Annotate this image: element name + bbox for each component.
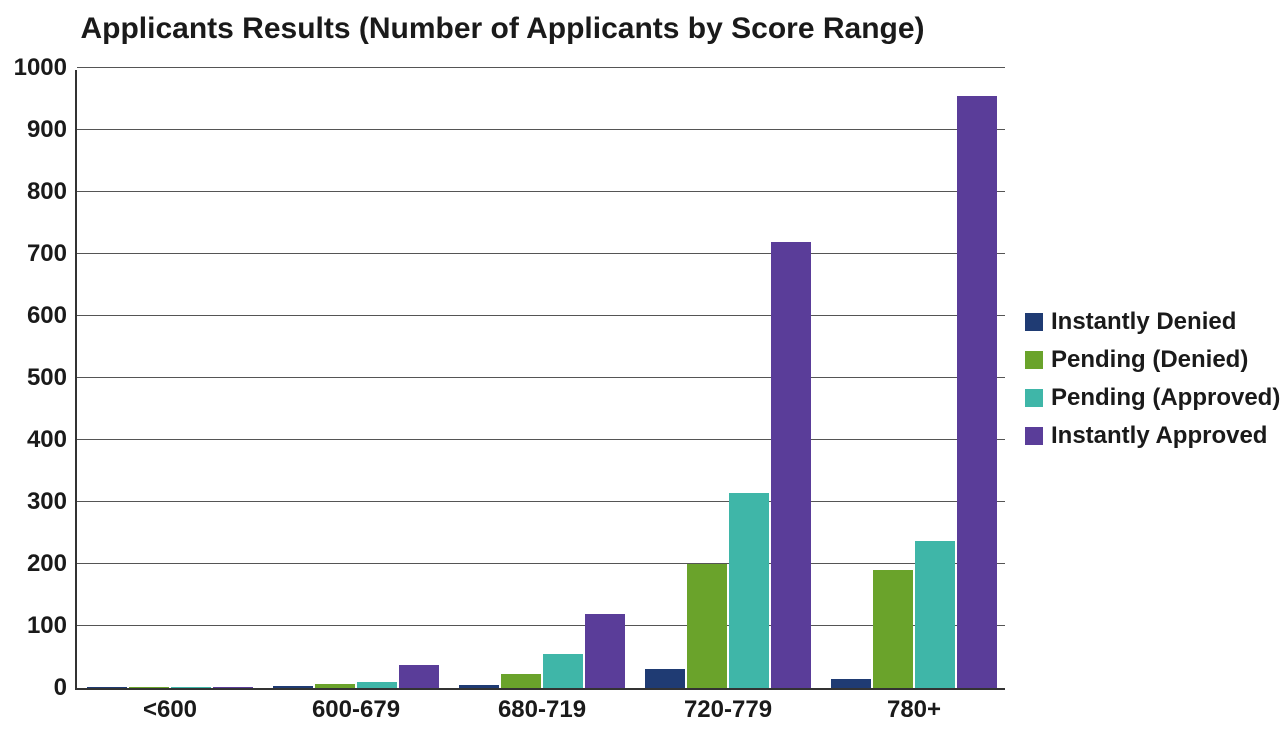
- gridline: [77, 191, 1005, 192]
- ytick-label: 500: [27, 364, 77, 392]
- ytick-label: 900: [27, 116, 77, 144]
- gridline: [77, 253, 1005, 254]
- applicants-chart: Applicants Results (Number of Applicants…: [0, 0, 1282, 745]
- legend-label: Pending (Denied): [1051, 346, 1248, 374]
- ytick-label: 1000: [14, 54, 77, 82]
- bar: [273, 686, 313, 688]
- legend-swatch: [1025, 389, 1043, 407]
- legend-item: Pending (Approved): [1025, 384, 1280, 412]
- legend-item: Instantly Approved: [1025, 422, 1280, 450]
- gridline: [77, 67, 1005, 68]
- gridline: [77, 501, 1005, 502]
- ytick-label: 0: [54, 674, 77, 702]
- bar: [873, 570, 913, 688]
- legend-item: Instantly Denied: [1025, 308, 1280, 336]
- xtick-label: 780+: [887, 688, 941, 724]
- bar: [87, 687, 127, 688]
- bar: [957, 96, 997, 688]
- gridline: [77, 563, 1005, 564]
- legend: Instantly Denied Pending (Denied) Pending …: [1025, 308, 1280, 460]
- bar: [585, 614, 625, 688]
- ytick-label: 700: [27, 240, 77, 268]
- ytick-label: 800: [27, 178, 77, 206]
- xtick-label: 600-679: [312, 688, 400, 724]
- legend-label: Pending (Approved): [1051, 384, 1280, 412]
- xtick-label: 720-779: [684, 688, 772, 724]
- bar: [645, 669, 685, 688]
- ytick-label: 200: [27, 550, 77, 578]
- bar: [771, 242, 811, 688]
- legend-item: Pending (Denied): [1025, 346, 1280, 374]
- bar: [501, 674, 541, 688]
- legend-swatch: [1025, 313, 1043, 331]
- ytick-label: 100: [27, 612, 77, 640]
- bar: [729, 493, 769, 688]
- legend-label: Instantly Approved: [1051, 422, 1267, 450]
- legend-label: Instantly Denied: [1051, 308, 1236, 336]
- bar: [129, 687, 169, 688]
- plot-area: 01002003004005006007008009001000<600600-…: [75, 70, 1005, 690]
- bar: [357, 682, 397, 688]
- ytick-label: 600: [27, 302, 77, 330]
- bar: [213, 687, 253, 688]
- gridline: [77, 625, 1005, 626]
- bar: [687, 564, 727, 688]
- xtick-label: <600: [143, 688, 197, 724]
- legend-swatch: [1025, 351, 1043, 369]
- ytick-label: 400: [27, 426, 77, 454]
- bar: [399, 665, 439, 688]
- bar: [831, 679, 871, 688]
- gridline: [77, 129, 1005, 130]
- bar: [459, 685, 499, 688]
- bar: [171, 687, 211, 688]
- bar: [315, 684, 355, 688]
- chart-title: Applicants Results (Number of Applicants…: [0, 12, 1005, 46]
- ytick-label: 300: [27, 488, 77, 516]
- gridline: [77, 315, 1005, 316]
- gridline: [77, 439, 1005, 440]
- bar: [543, 654, 583, 688]
- legend-swatch: [1025, 427, 1043, 445]
- gridline: [77, 377, 1005, 378]
- xtick-label: 680-719: [498, 688, 586, 724]
- bar: [915, 541, 955, 688]
